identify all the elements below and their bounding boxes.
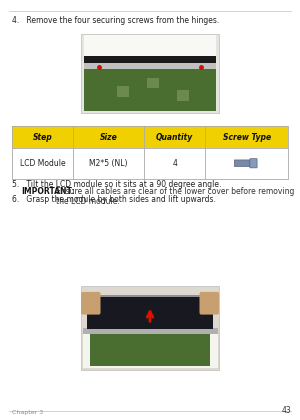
Text: 5.   Tilt the LCD module so it sits at a 90 degree angle.: 5. Tilt the LCD module so it sits at a 9… xyxy=(12,180,221,189)
Bar xyxy=(87,296,213,329)
Text: 4.   Remove the four securing screws from the hinges.: 4. Remove the four securing screws from … xyxy=(12,16,219,25)
Text: 4: 4 xyxy=(172,159,177,168)
Text: Ensure all cables are clear of the lower cover before removing the LCD module.: Ensure all cables are clear of the lower… xyxy=(56,187,294,206)
Bar xyxy=(84,69,216,111)
Bar xyxy=(84,63,216,72)
Text: Chapter 3: Chapter 3 xyxy=(12,410,43,415)
FancyBboxPatch shape xyxy=(200,292,219,315)
Text: Screw Type: Screw Type xyxy=(223,133,271,142)
Text: M2*5 (NL): M2*5 (NL) xyxy=(89,159,128,168)
Bar xyxy=(84,56,216,64)
FancyBboxPatch shape xyxy=(234,160,251,167)
Text: Size: Size xyxy=(100,133,118,142)
Bar xyxy=(12,126,288,178)
Text: IMPORTANT:: IMPORTANT: xyxy=(21,187,75,196)
Bar xyxy=(82,330,218,368)
Text: 43: 43 xyxy=(281,406,291,415)
FancyBboxPatch shape xyxy=(81,292,100,315)
Text: Quantity: Quantity xyxy=(156,133,194,142)
Bar xyxy=(117,86,129,97)
Bar xyxy=(82,328,218,334)
Bar xyxy=(147,78,159,88)
Text: 6.   Grasp the module by both sides and lift upwards.: 6. Grasp the module by both sides and li… xyxy=(12,195,216,204)
Bar xyxy=(81,286,219,370)
Bar xyxy=(90,331,210,366)
Bar xyxy=(84,35,216,56)
Text: LCD Module: LCD Module xyxy=(20,159,65,168)
Bar xyxy=(177,90,189,101)
Bar xyxy=(81,34,219,113)
Bar xyxy=(87,295,213,297)
Bar xyxy=(12,126,288,148)
FancyBboxPatch shape xyxy=(250,159,257,168)
Text: Step: Step xyxy=(32,133,52,142)
